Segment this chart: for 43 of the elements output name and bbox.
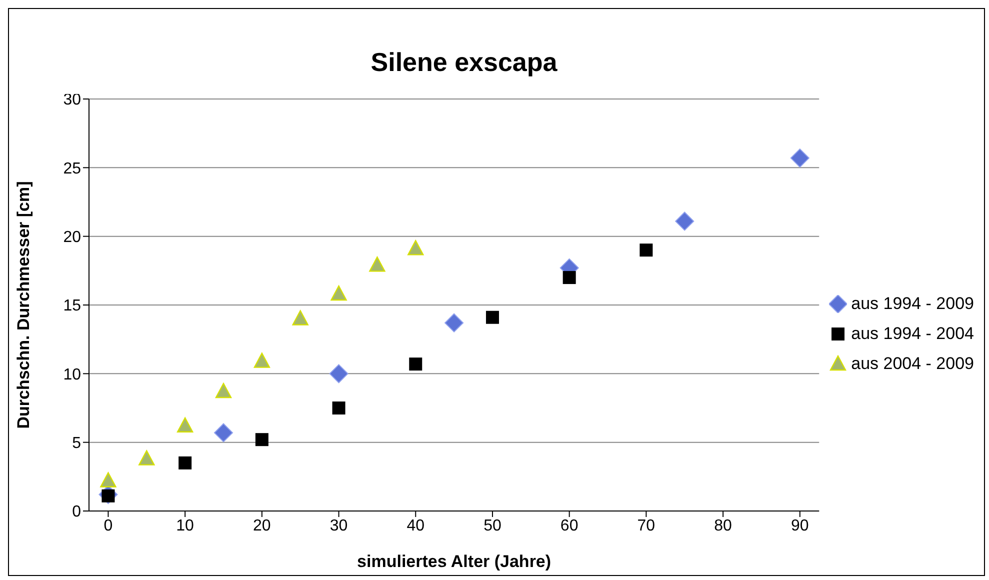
x-axis-title: simuliertes Alter (Jahre) bbox=[357, 552, 552, 571]
x-tick-label: 40 bbox=[406, 517, 425, 534]
y-tick-label: 20 bbox=[63, 229, 82, 246]
point bbox=[790, 148, 810, 168]
x-tick-label: 0 bbox=[104, 517, 113, 534]
legend-label: aus 2004 - 2009 bbox=[851, 353, 974, 375]
point bbox=[332, 402, 346, 414]
x-tick-label: 60 bbox=[560, 517, 578, 534]
point bbox=[562, 271, 576, 284]
point bbox=[255, 433, 268, 446]
point bbox=[675, 212, 694, 231]
point bbox=[329, 364, 348, 384]
point bbox=[100, 472, 116, 488]
point bbox=[214, 423, 233, 442]
legend-label: aus 1994 - 2009 bbox=[851, 293, 974, 315]
point bbox=[369, 256, 386, 272]
x-tick-label: 10 bbox=[176, 517, 194, 534]
y-tick-label: 15 bbox=[63, 298, 82, 315]
y-tick-label: 0 bbox=[72, 504, 82, 521]
y-tick-label: 25 bbox=[63, 160, 82, 178]
y-axis-title: Durchschn. Durchmesser [cm] bbox=[14, 181, 34, 429]
x-tick-label: 80 bbox=[714, 517, 732, 534]
point bbox=[640, 244, 653, 257]
point bbox=[176, 417, 194, 432]
legend-label: aus 1994 - 2004 bbox=[851, 323, 974, 345]
y-tick-label: 5 bbox=[72, 435, 82, 452]
x-tick-label: 20 bbox=[253, 517, 271, 534]
x-tick-label: 50 bbox=[484, 517, 502, 534]
point bbox=[330, 285, 347, 301]
point bbox=[178, 456, 192, 470]
point bbox=[254, 352, 270, 368]
point bbox=[486, 310, 499, 324]
chart-title: Silene exscapa bbox=[370, 47, 558, 78]
point bbox=[408, 240, 424, 256]
y-tick-label: 10 bbox=[63, 366, 82, 384]
point bbox=[409, 358, 422, 371]
point bbox=[444, 313, 464, 332]
x-tick-label: 90 bbox=[791, 517, 809, 534]
point bbox=[292, 310, 308, 326]
point bbox=[138, 450, 155, 466]
point bbox=[215, 382, 232, 398]
x-tick-label: 30 bbox=[330, 517, 348, 534]
x-tick-label: 70 bbox=[637, 517, 656, 534]
